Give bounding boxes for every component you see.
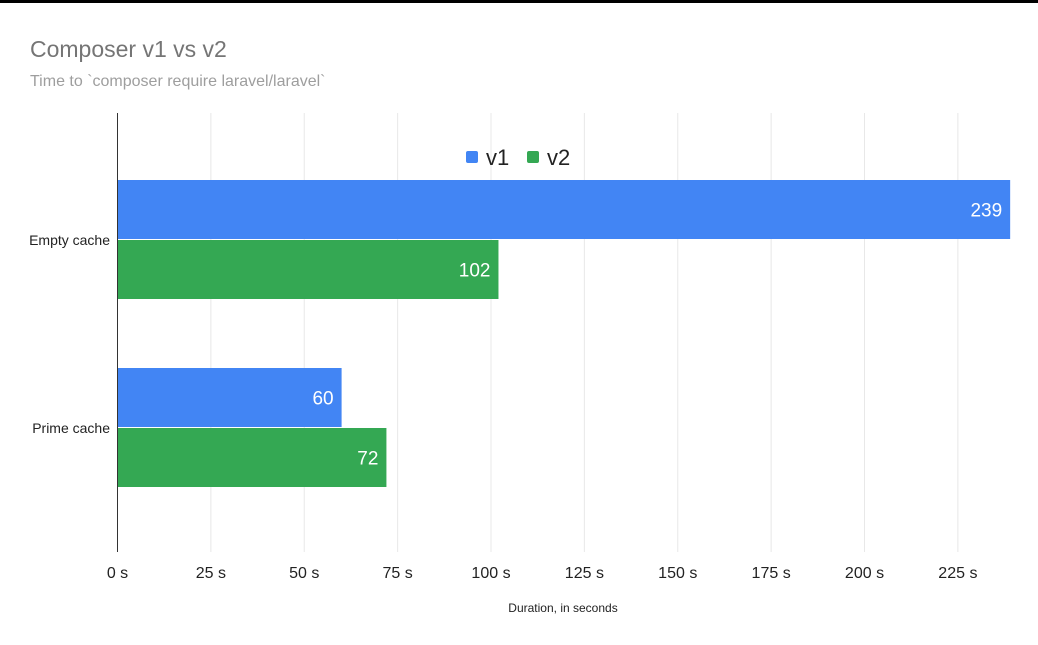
x-tick-label: 25 s [196,565,226,582]
x-axis-title: Duration, in seconds [508,601,617,615]
legend-label-v2: v2 [547,145,570,170]
bar-v1-1 [117,368,342,427]
category-label: Empty cache [29,232,110,248]
x-tick-label: 0 s [107,565,128,582]
x-tick-label: 175 s [752,565,791,582]
chart-subtitle: Time to `composer require laravel/larave… [30,73,326,90]
data-label: 60 [312,389,333,410]
x-tick-label: 200 s [845,565,884,582]
bar-v2-0 [117,240,499,299]
x-tick-label: 125 s [565,565,604,582]
top-border [0,0,1038,3]
legend-label-v1: v1 [486,145,509,170]
data-label: 102 [459,261,491,282]
x-tick-label: 50 s [289,565,319,582]
chart-title: Composer v1 vs v2 [30,36,227,62]
data-label: 72 [357,449,378,470]
bar-v1-0 [117,180,1011,239]
x-tick-label: 75 s [383,565,413,582]
data-label: 239 [970,201,1002,222]
x-tick-label: 225 s [938,565,977,582]
category-label: Prime cache [32,420,110,436]
bar-v2-1 [117,428,387,487]
legend-swatch-v2 [527,151,539,163]
legend-swatch-v1 [466,151,478,163]
x-tick-label: 150 s [658,565,697,582]
x-tick-label: 100 s [471,565,510,582]
